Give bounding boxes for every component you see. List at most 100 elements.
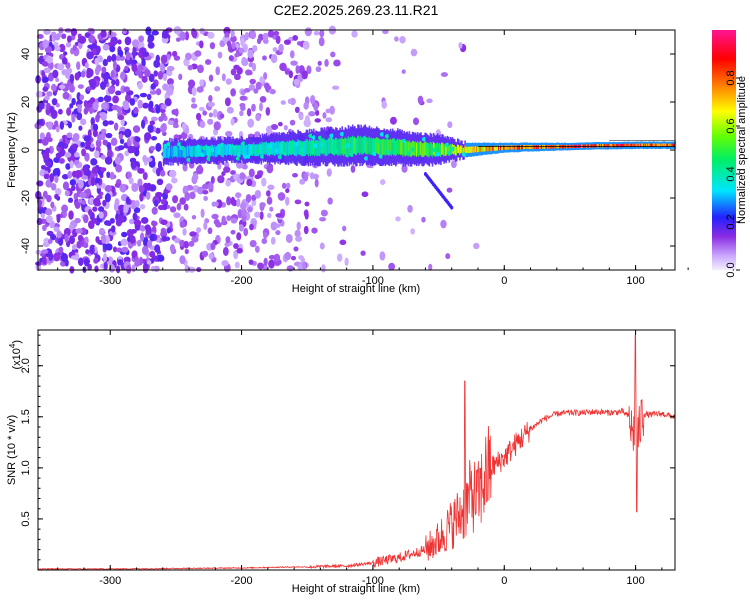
spectrogram-noise-cell: [42, 151, 50, 161]
ridge-core: [332, 138, 335, 155]
spectrogram-noise-cell: [263, 257, 268, 267]
spectrogram-noise-cell: [98, 211, 104, 219]
spectrogram-noise-cell: [53, 41, 59, 47]
spectrogram-noise-cell: [294, 229, 301, 238]
spectrogram-noise-cell: [46, 91, 53, 97]
ridge-core: [611, 144, 614, 148]
spectrogram-noise-cell: [259, 95, 267, 103]
spectrogram-noise-cell: [162, 83, 169, 91]
spectrogram-noise-cell: [212, 108, 218, 118]
spectrogram-noise-cell: [196, 227, 202, 233]
spectrogram-noise-cell: [92, 129, 98, 138]
snr-scale-close: ): [11, 340, 23, 344]
spectrogram-noise-cell: [157, 70, 164, 80]
spectrogram-noise-cell: [224, 97, 231, 107]
spectrogram-noise-cell: [112, 246, 118, 253]
spectrogram-noise-cell: [67, 170, 73, 179]
spectrogram-noise-cell: [249, 78, 256, 85]
spectrogram-noise-cell: [160, 170, 166, 177]
spectrogram-noise-cell: [139, 192, 144, 202]
ridge-core: [672, 143, 674, 147]
spectrogram-noise-cell: [247, 49, 254, 59]
spectrogram-noise-cell: [233, 243, 239, 249]
spectrogram-noise-cell: [240, 202, 247, 211]
ridge-core: [470, 146, 473, 153]
ridge-core: [297, 139, 299, 154]
ridge-core: [371, 138, 374, 156]
spectrogram-noise-cell: [65, 62, 71, 69]
spectrogram-noise-cell: [63, 51, 68, 56]
spectrogram-noise-cell: [150, 145, 156, 151]
spectrogram-noise-cell: [59, 120, 65, 130]
ridge-core: [198, 145, 201, 157]
spectrogram-noise-cell: [268, 254, 276, 260]
spectrogram-noise-cell: [139, 232, 145, 242]
spectrogram-noise-cell: [40, 196, 45, 202]
ridge-core: [356, 137, 358, 155]
ridge-core: [454, 146, 457, 156]
ridge-core: [543, 145, 545, 149]
spectrogram-noise-cell: [209, 42, 216, 50]
ridge-core: [632, 143, 635, 147]
spectrogram-noise-cell: [138, 185, 145, 193]
spectrogram-noise-cell: [254, 189, 261, 199]
spectrogram-noise-cell: [61, 204, 69, 213]
ridge-core: [292, 139, 294, 154]
spectrogram-noise-cell: [114, 156, 122, 165]
spectrogram-noise-cell: [74, 152, 80, 158]
spectrogram-x-tick-label: 100: [626, 275, 644, 287]
ridge-core: [533, 144, 536, 149]
spectrogram-noise-cell: [298, 255, 304, 260]
spectrogram-noise-cell: [97, 206, 105, 213]
spectrogram-noise-cell: [267, 184, 275, 191]
spectrogram-noise-cell: [123, 204, 129, 214]
spectrogram-noise-cell: [97, 96, 104, 103]
spectrogram-noise-cell: [58, 43, 66, 53]
spectrogram-noise-cell: [255, 81, 262, 90]
spectrogram-noise-cell: [140, 119, 146, 129]
ridge-core: [174, 145, 176, 157]
spectrogram-noise-cell: [241, 207, 247, 217]
ridge-core: [379, 139, 381, 156]
ridge-core: [661, 143, 664, 147]
spectrogram-noise-cell: [225, 179, 231, 187]
ridge-core: [642, 143, 645, 147]
ridge-core: [458, 144, 460, 154]
ridge-core: [471, 146, 474, 153]
spectrogram-noise-cell: [88, 34, 96, 44]
spectrogram-noise-cell: [37, 138, 44, 144]
ridge-core: [246, 144, 249, 156]
spectrogram-noise-cell: [295, 235, 303, 242]
spectrogram-noise-cell: [41, 249, 49, 254]
ridge-core: [189, 144, 191, 156]
ridge-core: [311, 140, 314, 156]
spectrogram-noise-cell: [275, 230, 281, 236]
spectrogram-noise-cell: [155, 54, 161, 63]
spectrogram-noise-cell: [83, 257, 90, 267]
ridge-core: [285, 142, 288, 156]
spectrogram-noise-cell: [88, 28, 95, 35]
ridge-core: [503, 145, 505, 150]
ridge-core: [176, 146, 179, 158]
ridge-core: [494, 145, 497, 151]
ridge-core: [243, 145, 246, 157]
spectrogram-noise-cell: [336, 253, 343, 262]
ridge-core: [391, 138, 394, 155]
spectrogram-noise-cell: [43, 67, 51, 74]
ridge-core: [359, 137, 361, 155]
spectrogram-noise-cell: [233, 64, 240, 70]
spectrogram-noise-cell: [287, 98, 292, 105]
spectrogram-noise-cell: [288, 70, 294, 79]
ridge-core: [500, 145, 502, 150]
spectrogram-noise-cell: [78, 198, 83, 204]
spectrogram-noise-cell: [113, 122, 119, 131]
spectrogram-noise-cell: [246, 178, 253, 187]
spectrogram-noise-cell: [60, 252, 69, 263]
spectrogram-noise-cell: [77, 257, 84, 266]
spectrogram-noise-cell: [230, 35, 237, 43]
spectrogram-noise-cell: [49, 173, 55, 183]
snr-x-tick-label: -100: [362, 575, 384, 587]
ridge-core: [293, 140, 295, 155]
spectrogram-noise-cell: [67, 147, 76, 154]
